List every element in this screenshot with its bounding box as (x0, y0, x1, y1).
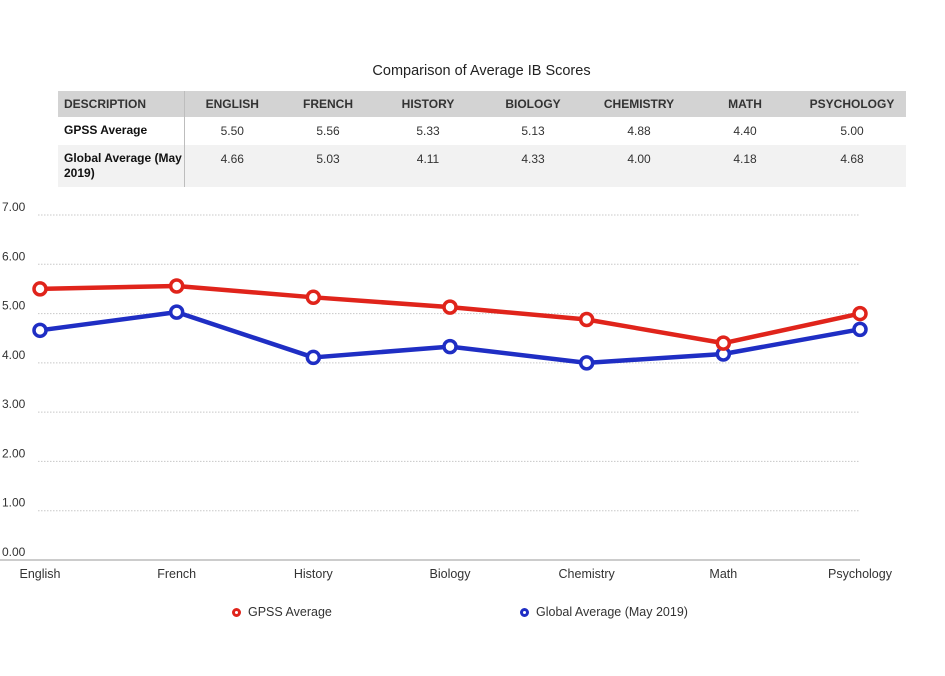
data-point (305, 349, 322, 366)
data-point (852, 305, 868, 322)
x-tick-label: Math (709, 567, 737, 581)
table-cell: 5.00 (798, 117, 906, 145)
y-tick-label: 4.00 (2, 348, 26, 362)
x-tick-label: Chemistry (559, 567, 616, 581)
header-math: MATH (692, 91, 798, 117)
header-chemistry: CHEMISTRY (586, 91, 692, 117)
y-tick-label: 5.00 (2, 299, 26, 313)
table-cell: 5.56 (280, 117, 376, 145)
table-cell: 4.68 (798, 145, 906, 187)
x-tick-label: Psychology (828, 567, 893, 581)
table-cell: 4.33 (480, 145, 586, 187)
y-tick-label: 2.00 (2, 446, 26, 460)
table-row: Global Average (May 2019) 4.66 5.03 4.11… (58, 145, 906, 187)
table-cell: 5.33 (376, 117, 480, 145)
table-row: GPSS Average 5.50 5.56 5.33 5.13 4.88 4.… (58, 117, 906, 145)
data-point (578, 355, 595, 371)
legend-marker-icon (232, 607, 241, 617)
series-line (37, 309, 863, 366)
table-cell: 4.18 (692, 145, 798, 187)
y-tick-label: 6.00 (2, 249, 26, 263)
header-biology: BIOLOGY (480, 91, 586, 117)
table-cell: 4.66 (184, 145, 280, 187)
table-cell: 4.40 (692, 117, 798, 145)
table-cell: 4.88 (586, 117, 692, 145)
data-point (578, 311, 595, 328)
legend-label: Global Average (May 2019) (536, 605, 688, 619)
data-point (168, 304, 185, 320)
y-tick-label: 1.00 (2, 496, 26, 510)
y-tick-label: 7.00 (2, 200, 26, 214)
data-point (442, 338, 458, 355)
x-tick-label: History (294, 567, 334, 581)
data-point (442, 299, 458, 315)
header-description: DESCRIPTION (58, 91, 185, 117)
data-point (32, 322, 48, 339)
line-chart: 0.00 1.00 2.00 3.00 4.00 5.00 6.00 7.00 English F… (0, 200, 893, 581)
header-english: ENGLISH (184, 91, 280, 117)
legend-label: GPSS Average (248, 605, 332, 619)
data-point (168, 278, 185, 294)
table-cell: 4.11 (376, 145, 480, 187)
row-label: GPSS Average (58, 117, 185, 145)
y-tick-label: 3.00 (2, 397, 26, 411)
data-point (32, 281, 48, 297)
legend-item-global: Global Average (May 2019) (520, 605, 688, 619)
data-point (715, 335, 732, 351)
legend-item-gpss: GPSS Average (232, 605, 332, 619)
table-cell: 4.00 (586, 145, 692, 187)
header-history: HISTORY (376, 91, 480, 117)
scores-table: DESCRIPTION ENGLISH FRENCH HISTORY BIOLO… (58, 91, 906, 187)
table-cell: 5.03 (280, 145, 376, 187)
header-french: FRENCH (280, 91, 376, 117)
header-psychology: PSYCHOLOGY (798, 91, 906, 117)
data-point (305, 289, 322, 306)
table-cell: 5.13 (480, 117, 586, 145)
legend-marker-icon (520, 607, 529, 617)
chart-title: Comparison of Average IB Scores (372, 63, 591, 79)
x-tick-label: English (20, 567, 61, 581)
table-header-row: DESCRIPTION ENGLISH FRENCH HISTORY BIOLO… (58, 91, 906, 117)
table-cell: 5.50 (184, 117, 280, 145)
x-tick-label: Biology (430, 567, 472, 581)
y-tick-label: 0.00 (2, 545, 26, 559)
x-tick-label: French (157, 567, 196, 581)
data-point (852, 321, 868, 338)
row-label: Global Average (May 2019) (58, 145, 185, 187)
